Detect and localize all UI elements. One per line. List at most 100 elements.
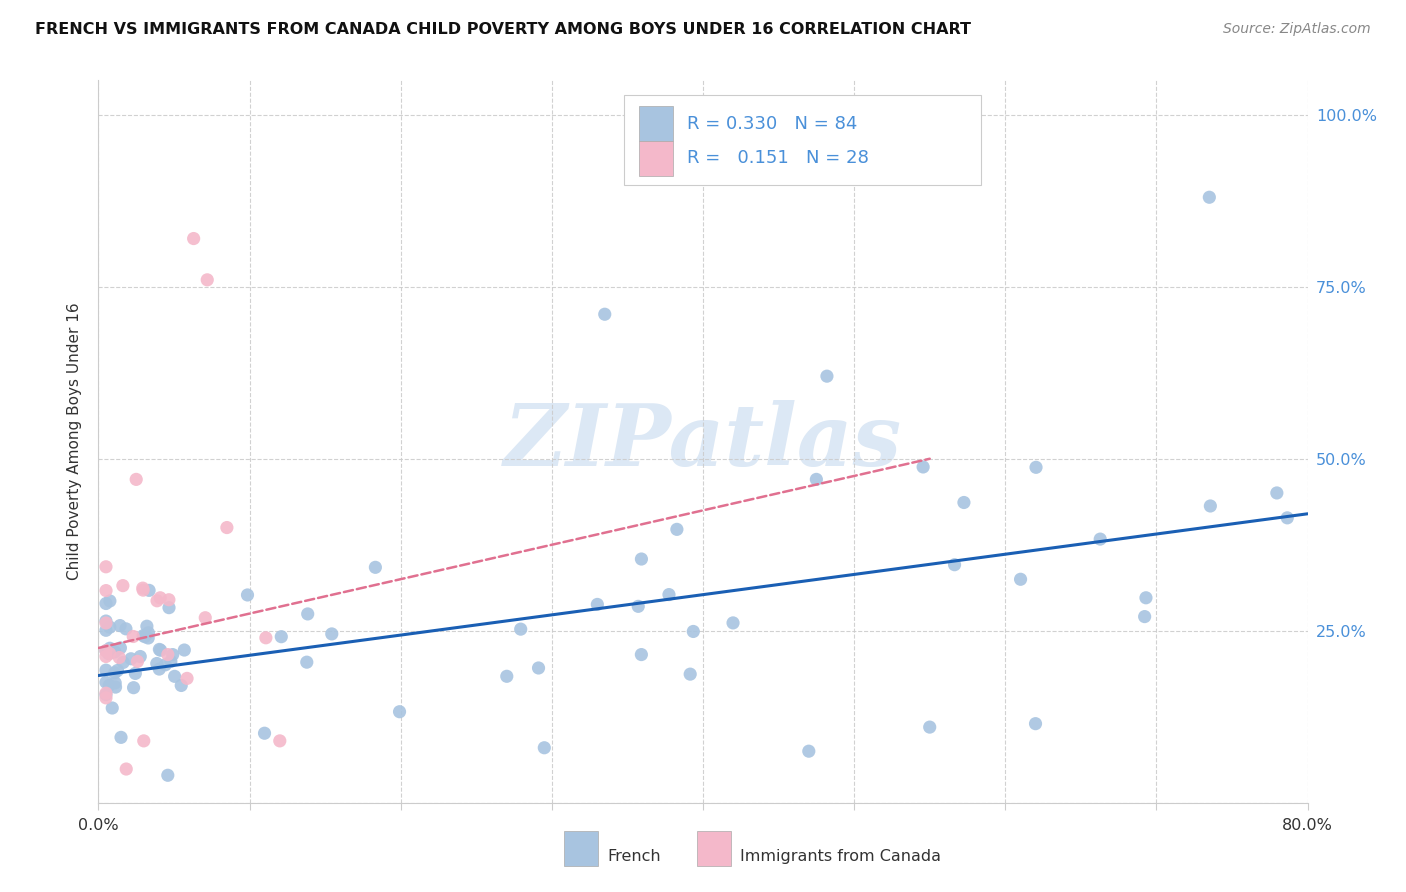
Point <box>132 629 155 643</box>
Point <box>148 642 170 657</box>
Point <box>682 624 704 639</box>
Point <box>533 740 555 755</box>
Point <box>94 690 117 705</box>
Point <box>122 681 145 695</box>
Point <box>94 597 117 611</box>
Point <box>162 648 184 662</box>
Point <box>146 657 169 671</box>
Point <box>94 649 117 664</box>
Point <box>1135 591 1157 605</box>
Point <box>122 630 145 644</box>
Point <box>132 583 155 598</box>
Point <box>270 630 292 644</box>
Point <box>157 592 180 607</box>
Point <box>97 647 120 661</box>
FancyBboxPatch shape <box>638 106 673 141</box>
Point <box>135 619 157 633</box>
Point <box>215 520 238 534</box>
Point <box>630 648 652 662</box>
Point <box>1265 486 1288 500</box>
Point <box>94 686 117 700</box>
Text: Source: ZipAtlas.com: Source: ZipAtlas.com <box>1223 22 1371 37</box>
Point <box>170 678 193 692</box>
Point <box>104 676 127 690</box>
Point <box>593 307 616 321</box>
Point <box>108 618 131 632</box>
Point <box>132 734 155 748</box>
Point <box>388 705 411 719</box>
Point <box>127 654 149 668</box>
Point <box>94 624 117 638</box>
Point <box>94 688 117 702</box>
Point <box>136 631 159 645</box>
Point <box>157 600 180 615</box>
Text: French: French <box>607 849 661 864</box>
Text: R = 0.330   N = 84: R = 0.330 N = 84 <box>688 115 858 133</box>
Point <box>1090 532 1112 546</box>
Point <box>98 641 121 656</box>
Point <box>815 369 838 384</box>
Point <box>156 768 179 782</box>
Point <box>163 669 186 683</box>
Point <box>943 558 966 572</box>
Point <box>1010 572 1032 586</box>
Point <box>912 460 935 475</box>
Point <box>953 495 976 509</box>
Point <box>627 599 650 614</box>
Y-axis label: Child Poverty Among Boys Under 16: Child Poverty Among Boys Under 16 <box>66 302 82 581</box>
Point <box>586 598 609 612</box>
Point <box>253 726 276 740</box>
Point <box>1133 609 1156 624</box>
Point <box>94 559 117 574</box>
Point <box>721 615 744 630</box>
Point <box>94 663 117 677</box>
Point <box>495 669 517 683</box>
Point <box>125 472 148 486</box>
Point <box>98 594 121 608</box>
Point <box>297 607 319 621</box>
Point <box>149 591 172 605</box>
Point <box>176 672 198 686</box>
Point <box>364 560 387 574</box>
Point <box>509 622 531 636</box>
FancyBboxPatch shape <box>697 831 731 865</box>
Point <box>665 522 688 536</box>
Point <box>94 675 117 690</box>
Point <box>111 579 134 593</box>
Point <box>1277 511 1299 525</box>
Point <box>98 620 121 634</box>
FancyBboxPatch shape <box>638 141 673 176</box>
Point <box>321 627 343 641</box>
Point <box>160 655 183 669</box>
Text: Immigrants from Canada: Immigrants from Canada <box>741 849 942 864</box>
Point <box>115 762 138 776</box>
Point <box>254 631 277 645</box>
Point <box>527 661 550 675</box>
Point <box>194 611 217 625</box>
Point <box>269 734 291 748</box>
Point <box>94 614 117 628</box>
Point <box>797 744 820 758</box>
Point <box>132 581 155 595</box>
Point <box>98 647 121 661</box>
Point <box>156 648 179 662</box>
Point <box>110 731 132 745</box>
Point <box>679 667 702 681</box>
Point <box>149 643 172 657</box>
Point <box>94 644 117 658</box>
Point <box>94 615 117 630</box>
Point <box>138 583 160 598</box>
Point <box>107 664 129 678</box>
Point <box>1198 190 1220 204</box>
Text: R =   0.151   N = 28: R = 0.151 N = 28 <box>688 149 869 168</box>
Point <box>115 622 138 636</box>
Point <box>104 665 127 680</box>
Point <box>94 644 117 658</box>
Point <box>146 594 169 608</box>
Point <box>94 583 117 598</box>
Point <box>129 649 152 664</box>
FancyBboxPatch shape <box>624 95 981 185</box>
Point <box>134 630 156 644</box>
Point <box>124 666 146 681</box>
Point <box>104 680 127 694</box>
